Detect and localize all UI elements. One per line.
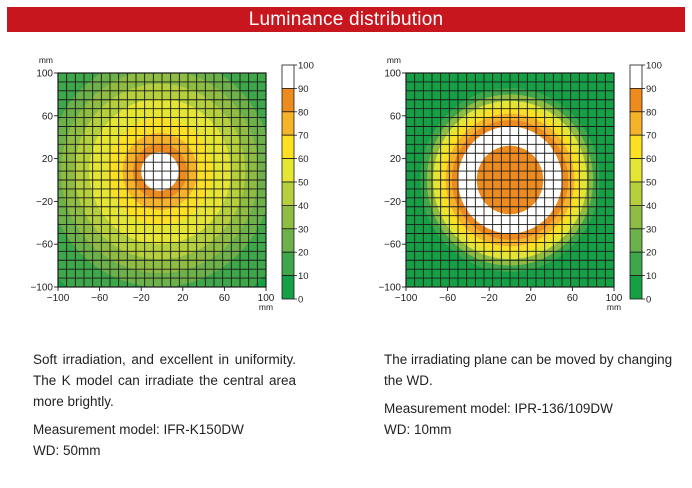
description-right: The irradiating plane can be moved by ch… — [384, 349, 674, 447]
colorbar-label: 80 — [646, 107, 657, 118]
y-tick-label: 60 — [42, 111, 54, 122]
colorbar-segment — [629, 181, 643, 206]
model-label: Measurement model: IPR-136/109DW — [384, 401, 613, 416]
colorbar-segment — [629, 251, 643, 276]
colorbar-label: 60 — [298, 154, 309, 165]
y-tick-label: −20 — [384, 197, 401, 208]
y-tick-label: −100 — [30, 283, 53, 294]
colorbar-label: 90 — [646, 84, 657, 95]
luminance-chart-left: 100 60 20 −20 −60 −100 mm −100 −60 −20 20 60 100 mm 10… — [28, 52, 328, 320]
y-tick-label: −20 — [36, 197, 53, 208]
colorbar-label: 100 — [298, 61, 314, 72]
x-tick-label: −100 — [47, 293, 70, 304]
colorbar-segment — [281, 64, 295, 89]
y-tick-label: −60 — [384, 240, 401, 251]
colorbar-segment — [629, 88, 643, 113]
colorbar-segment — [281, 181, 295, 206]
x-tick-label: 20 — [525, 293, 537, 304]
x-tick-label: −60 — [91, 293, 108, 304]
colorbar-segment — [281, 111, 295, 136]
colorbar-label: 20 — [646, 248, 657, 259]
y-tick-label: −100 — [378, 283, 401, 294]
colorbar-segment — [281, 158, 295, 183]
colorbar-label: 50 — [646, 178, 657, 189]
x-tick-label: 60 — [219, 293, 231, 304]
luminance-chart-right: 100 60 20 −20 −60 −100 mm −100 −60 −20 20 60 100 mm 10… — [376, 52, 676, 320]
x-tick-label: 20 — [177, 293, 189, 304]
x-axis-unit: mm — [607, 302, 621, 312]
colorbar-segment — [281, 134, 295, 159]
colorbar-segment — [629, 275, 643, 300]
description-text: Soft irradiation, and excellent in unifo… — [33, 352, 296, 409]
x-tick-label: 100 — [606, 293, 623, 304]
y-axis-unit: mm — [387, 55, 401, 65]
heatmap-grid — [58, 73, 266, 287]
colorbar-segment — [629, 64, 643, 89]
y-tick-label: 20 — [390, 154, 402, 165]
y-tick-label: 60 — [390, 111, 402, 122]
heatmap-fill — [58, 73, 266, 287]
description-text: The irradiating plane can be moved by ch… — [384, 352, 673, 388]
y-axis-unit: mm — [39, 55, 53, 65]
colorbar-label: 10 — [298, 271, 309, 282]
plot-frame — [57, 72, 267, 288]
working-distance: WD: 50mm — [33, 443, 101, 458]
x-tick-label: −20 — [481, 293, 498, 304]
colorbar-segment — [281, 204, 295, 230]
heatmap-grid — [406, 73, 614, 287]
colorbar-label: 60 — [646, 154, 657, 165]
section-title: Luminance distribution — [248, 8, 444, 30]
plot-frame — [405, 72, 615, 288]
colorbar-segment — [629, 134, 643, 159]
colorbar-label: 50 — [298, 178, 309, 189]
colorbar-segment — [629, 111, 643, 136]
colorbar-label: 0 — [646, 295, 651, 306]
y-tick-label: 20 — [42, 154, 54, 165]
colorbar-label: 30 — [298, 224, 309, 235]
colorbar-label: 80 — [298, 107, 309, 118]
x-tick-label: −100 — [395, 293, 418, 304]
colorbar-label: 20 — [298, 248, 309, 259]
y-tick-label: 100 — [36, 69, 53, 80]
colorbar-label: 70 — [646, 131, 657, 142]
colorbar-segment — [629, 204, 643, 230]
colorbar-segment — [629, 228, 643, 253]
measurement-model: Measurement model: IFR-K150DW WD: 50mm — [33, 419, 296, 461]
description-left: Soft irradiation, and excellent in unifo… — [33, 349, 296, 468]
colorbar-label: 40 — [298, 201, 309, 212]
colorbar-label: 90 — [298, 84, 309, 95]
colorbar-label: 0 — [298, 295, 303, 306]
colorbar-label: 10 — [646, 271, 657, 282]
measurement-model: Measurement model: IPR-136/109DW WD: 10m… — [384, 398, 674, 440]
section-header: Luminance distribution — [7, 7, 685, 32]
colorbar-label: 30 — [646, 224, 657, 235]
x-tick-label: −60 — [439, 293, 456, 304]
colorbar-segment — [281, 275, 295, 300]
colorbar-segment — [629, 158, 643, 183]
colorbar-label: 70 — [298, 131, 309, 142]
working-distance: WD: 10mm — [384, 422, 452, 437]
colorbar-segment — [281, 251, 295, 276]
colorbar-segment — [281, 88, 295, 113]
model-label: Measurement model: IFR-K150DW — [33, 422, 244, 437]
x-tick-label: 100 — [258, 293, 275, 304]
x-tick-label: 60 — [567, 293, 579, 304]
colorbar-segment — [281, 228, 295, 253]
colorbar-label: 100 — [646, 61, 662, 72]
y-tick-label: −60 — [36, 240, 53, 251]
x-tick-label: −20 — [133, 293, 150, 304]
x-axis-unit: mm — [259, 302, 273, 312]
colorbar-label: 40 — [646, 201, 657, 212]
y-tick-label: 100 — [384, 69, 401, 80]
